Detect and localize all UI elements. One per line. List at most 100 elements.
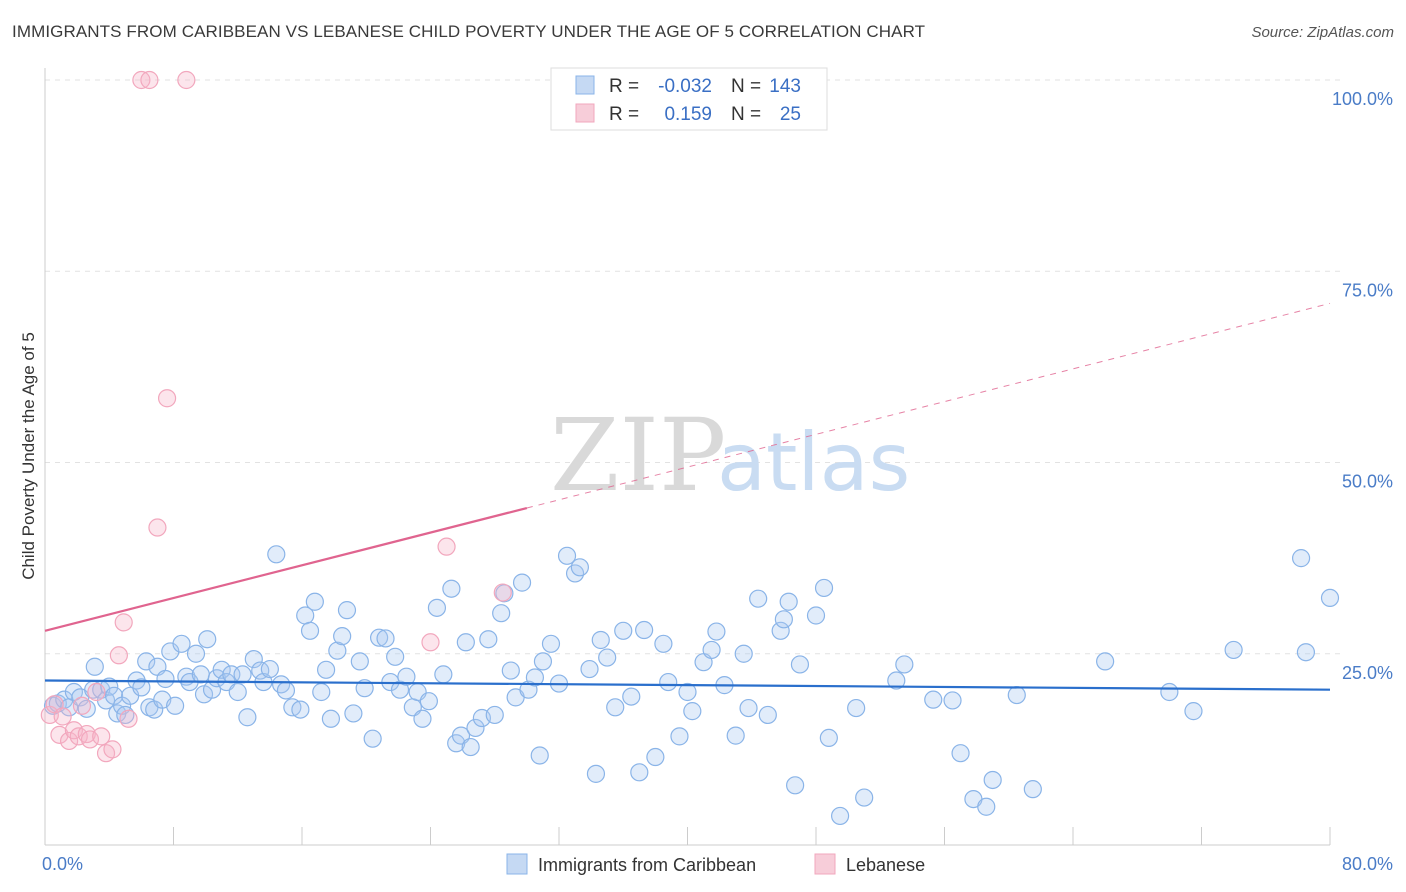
trend-lines [44, 302, 1331, 691]
caribbean-point-50 [291, 700, 310, 719]
caribbean-point-91 [525, 668, 545, 687]
caribbean-point-123 [771, 621, 790, 640]
caribbean-point-112 [678, 682, 697, 702]
bottom-legend-swatch-blue [506, 853, 528, 875]
caribbean-point-111 [670, 727, 689, 746]
lebanese-point-24 [493, 583, 512, 602]
x-tick-label-0: 0.0% [42, 854, 83, 874]
caribbean-point-39 [228, 682, 247, 702]
caribbean-point-115 [702, 640, 721, 660]
caribbean-point-72 [413, 709, 432, 728]
caribbean-point-61 [350, 652, 369, 671]
caribbean-point-140 [977, 797, 996, 816]
caribbean-point-150 [1320, 588, 1340, 608]
caribbean-point-146 [1184, 702, 1203, 721]
caribbean-point-124 [774, 610, 793, 629]
legend-n-label-1: N = [731, 76, 761, 97]
caribbean-point-85 [492, 604, 511, 623]
caribbean-point-93 [533, 652, 553, 671]
caribbean-point-74 [427, 598, 447, 617]
caribbean-point-73 [419, 692, 438, 711]
correlation-legend: R = -0.032 N = 143 R = 0.159 N = 25 [550, 67, 828, 131]
lebanese-point-15 [114, 613, 133, 632]
y-tick-label-3: 100.0% [1332, 89, 1393, 109]
lebanese-point-4 [59, 731, 79, 751]
caribbean-point-131 [830, 806, 850, 826]
y-tick-label-2: 75.0% [1342, 280, 1393, 300]
lebanese-point-21 [177, 70, 196, 90]
lebanese-point-23 [437, 537, 456, 556]
caribbean-point-86 [495, 584, 514, 603]
caribbean-point-106 [630, 763, 649, 782]
caribbean-point-102 [598, 648, 617, 667]
caribbean-point-148 [1291, 549, 1311, 568]
caribbean-point-129 [814, 578, 834, 598]
caribbean-point-98 [570, 558, 589, 577]
caribbean-point-147 [1224, 640, 1243, 660]
lebanese-point-13 [103, 740, 122, 759]
x-tick-marks [44, 827, 1331, 845]
caribbean-point-145 [1160, 682, 1179, 702]
lebanese-point-8 [77, 724, 96, 744]
caribbean-point-110 [659, 672, 678, 692]
caribbean-point-30 [186, 644, 206, 663]
caribbean-point-79 [456, 633, 475, 652]
caribbean-point-121 [749, 589, 768, 608]
caribbean-point-149 [1296, 643, 1316, 662]
legend-frame [550, 67, 828, 131]
y-tick-labels: 25.0% 50.0% 75.0% 100.0% [1332, 89, 1393, 683]
legend-swatch-pink [575, 103, 595, 123]
caribbean-point-143 [1023, 780, 1042, 799]
caribbean-point-53 [305, 592, 324, 611]
caribbean-point-75 [434, 665, 453, 684]
caribbean-point-100 [586, 764, 606, 783]
caribbean-point-24 [156, 669, 175, 689]
bottom-legend-label-lebanese: Lebanese [846, 855, 925, 875]
caribbean-point-41 [238, 708, 257, 727]
caribbean-point-128 [806, 606, 826, 625]
bottom-legend-label-caribbean: Immigrants from Caribbean [538, 855, 756, 875]
caribbean-point-18 [132, 678, 151, 697]
watermark: ZIP atlas [550, 397, 910, 514]
caribbean-point-64 [370, 628, 389, 647]
caribbean-point-94 [541, 634, 561, 653]
series-legend: Immigrants from Caribbean Lebanese [506, 853, 925, 875]
watermark-atlas: atlas [717, 416, 910, 509]
legend-swatch-blue [575, 75, 595, 95]
caribbean-point-119 [734, 644, 753, 663]
y-axis-label: Child Poverty Under the Age of 5 [19, 332, 38, 580]
caribbean-point-133 [855, 788, 874, 807]
caribbean-point-56 [321, 709, 341, 728]
caribbean-point-144 [1096, 652, 1115, 671]
caribbean-point-103 [606, 698, 625, 717]
caribbean-point-105 [622, 687, 641, 706]
legend-n-label-2: N = [731, 104, 761, 125]
caribbean-point-130 [819, 728, 838, 748]
lebanese-point-10 [87, 682, 106, 702]
caribbean-point-104 [614, 621, 633, 640]
caribbean-point-141 [983, 770, 1002, 790]
caribbean-point-97 [565, 564, 585, 583]
caribbean-point-127 [790, 655, 810, 674]
chart-title: IMMIGRANTS FROM CARIBBEAN VS LEBANESE CH… [12, 22, 926, 41]
caribbean-point-138 [951, 744, 970, 763]
gridlines [45, 79, 1340, 655]
caribbean-point-46 [267, 545, 286, 564]
caribbean-point-92 [530, 746, 549, 765]
lebanese-point-14 [109, 646, 128, 665]
caribbean-point-76 [442, 579, 461, 598]
caribbean-point-132 [847, 698, 866, 718]
caribbean-point-63 [363, 729, 382, 748]
caribbean-point-57 [328, 641, 347, 660]
caribbean-point-113 [683, 702, 702, 721]
caribbean-point-99 [580, 659, 599, 679]
series-caribbean [43, 545, 1340, 826]
caribbean-point-31 [191, 665, 210, 684]
lebanese-point-11 [92, 727, 111, 746]
legend-n-value-2: 25 [780, 104, 801, 125]
caribbean-point-58 [333, 627, 352, 646]
caribbean-point-54 [312, 682, 331, 702]
lebanese-point-18 [140, 70, 159, 90]
caribbean-point-134 [887, 671, 906, 690]
